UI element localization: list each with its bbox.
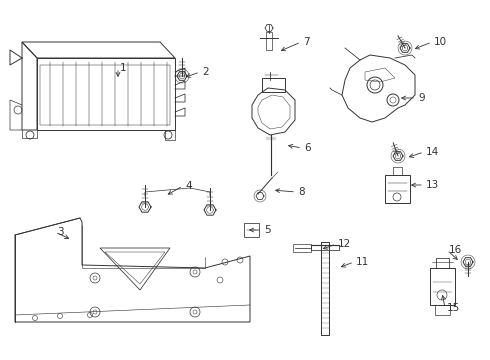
Text: 15: 15 — [447, 303, 460, 313]
Text: 13: 13 — [426, 180, 439, 190]
Text: 3: 3 — [57, 227, 64, 237]
Text: 5: 5 — [264, 225, 270, 235]
Text: 1: 1 — [120, 63, 126, 73]
Text: 7: 7 — [303, 37, 310, 47]
Text: 6: 6 — [304, 143, 311, 153]
Text: 4: 4 — [185, 181, 192, 191]
Text: 16: 16 — [449, 245, 462, 255]
Text: 10: 10 — [434, 37, 447, 47]
Text: 9: 9 — [418, 93, 425, 103]
Text: 12: 12 — [338, 239, 351, 249]
Text: 14: 14 — [426, 147, 439, 157]
Text: 8: 8 — [298, 187, 305, 197]
Text: 2: 2 — [202, 67, 209, 77]
Text: 11: 11 — [356, 257, 369, 267]
